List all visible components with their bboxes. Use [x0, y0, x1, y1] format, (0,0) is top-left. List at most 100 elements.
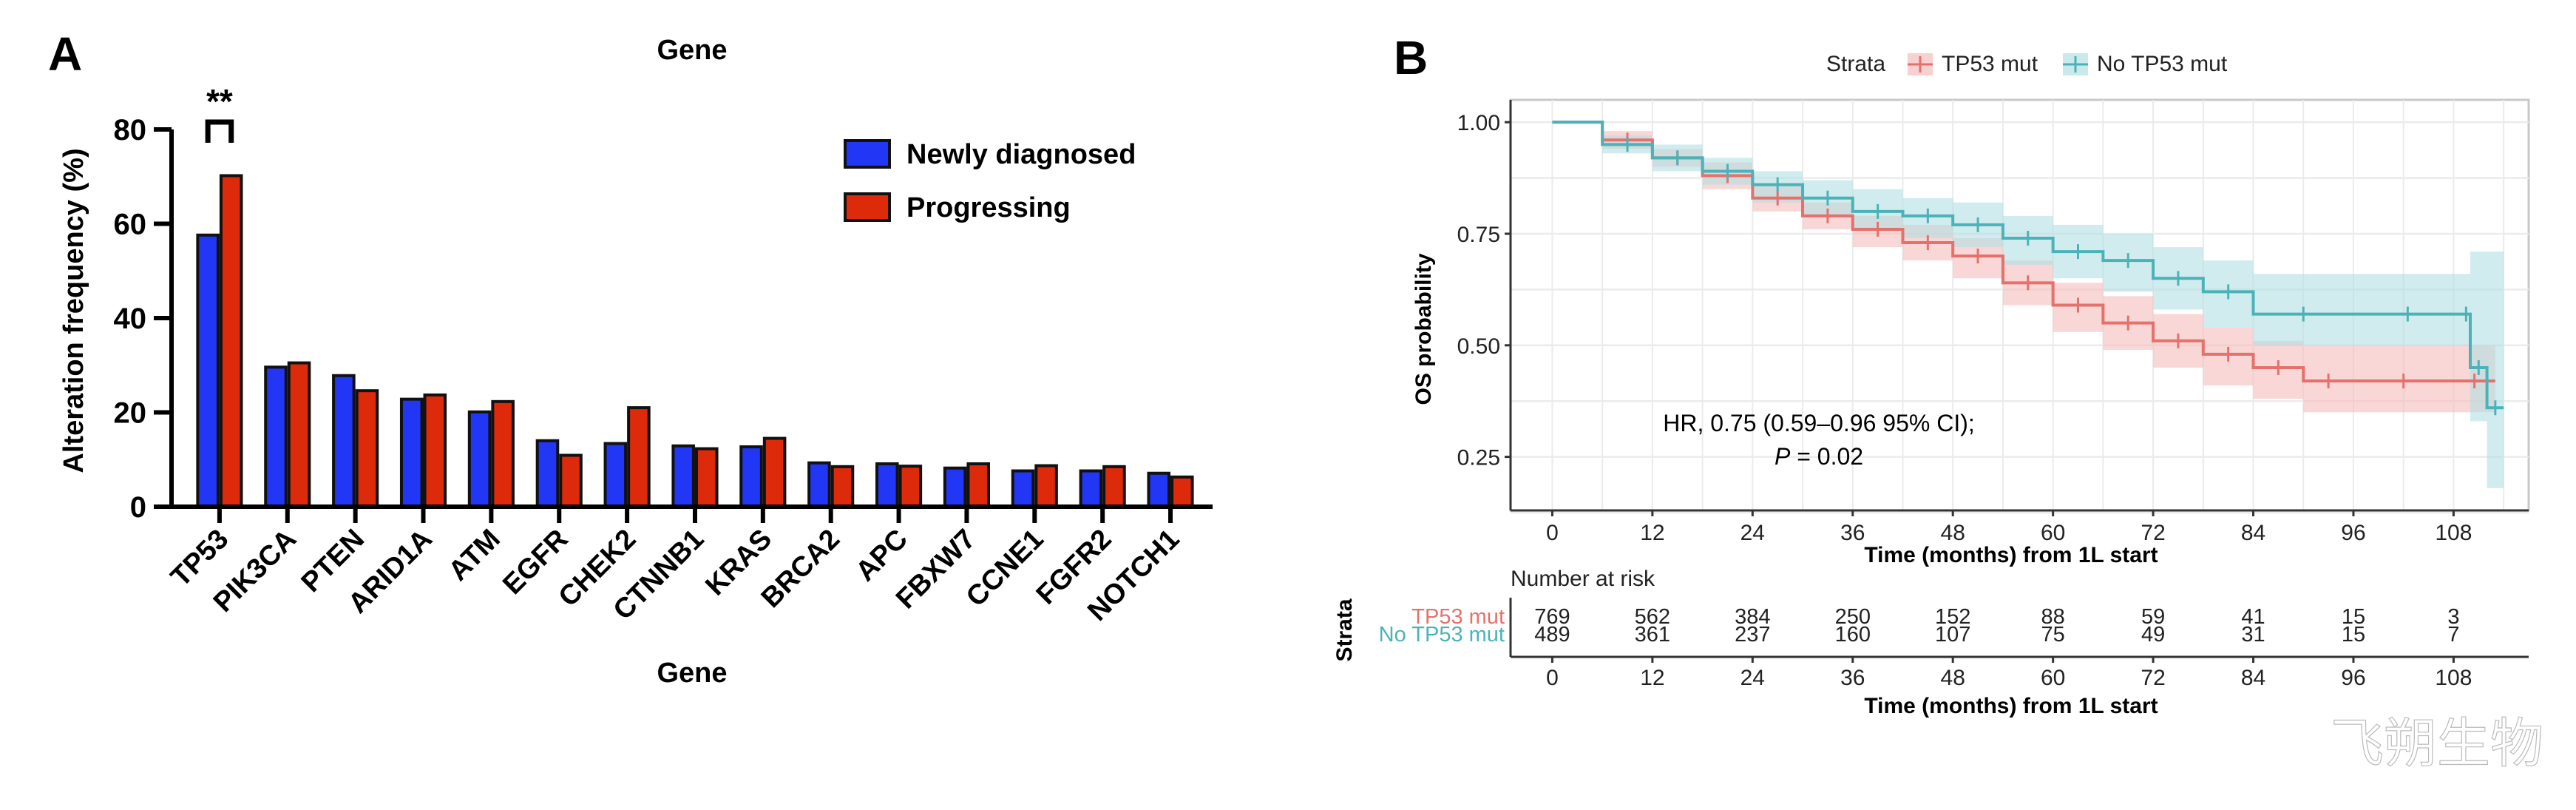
bar-newly-diagnosed [875, 462, 899, 508]
risk-count: 75 [2041, 623, 2065, 647]
bar-progressing [491, 399, 515, 509]
panel-b: B Strata TP53 mut No TP53 mut 0.250.500.75… [1332, 31, 2530, 718]
bar-newly-diagnosed [196, 233, 220, 508]
bar-newly-diagnosed [264, 365, 288, 508]
legend-title-b: Strata [1826, 52, 1885, 76]
chart-a-title: Gene [657, 35, 727, 66]
risk-row-label: No TP53 mut [1379, 623, 1505, 647]
risk-count: 59 [2141, 605, 2165, 629]
p-value-annotation: P = 0.02 [1775, 443, 1863, 470]
bar-progressing [423, 393, 447, 508]
bar-progressing [966, 462, 991, 508]
bar-progressing [1034, 464, 1058, 508]
risk-count: 250 [1835, 605, 1871, 629]
y-tick-label-a: 0 [130, 491, 146, 524]
p-value: = 0.02 [1790, 443, 1863, 470]
risk-count: 237 [1735, 623, 1770, 647]
y-tick-label-b: 0.75 [1457, 223, 1500, 247]
bars-a [196, 174, 1194, 509]
bar-newly-diagnosed [1147, 471, 1171, 508]
survival-curve-no-tp53-mut [1552, 121, 2504, 410]
y-tick-label-a: 40 [114, 303, 147, 335]
x-tick-label-b: 12 [1640, 521, 1664, 545]
risk-count: 361 [1635, 623, 1670, 647]
bar-progressing [898, 465, 923, 508]
risk-x-tick-label: 36 [1840, 666, 1865, 690]
x-axis-label-b: Time (months) from 1L start [1864, 543, 2158, 567]
y-tick-label-b: 0.25 [1457, 446, 1500, 470]
bar-progressing [627, 406, 651, 508]
bar-progressing [1170, 475, 1194, 509]
risk-count: 7 [2447, 623, 2459, 647]
legend-label-b: No TP53 mut [2097, 52, 2228, 76]
risk-count: 88 [2041, 605, 2065, 629]
legend-swatch-a [844, 139, 891, 169]
risk-table-title: Number at risk [1511, 567, 1655, 591]
x-tick-label-b: 60 [2041, 521, 2065, 545]
significance-bracket [205, 119, 234, 143]
legend-label-b: TP53 mut [1942, 52, 2038, 76]
risk-x-tick-label: 24 [1741, 666, 1765, 690]
x-tick-label-b: 48 [1941, 521, 1965, 545]
risk-count: 3 [2447, 605, 2459, 629]
bar-progressing [355, 389, 379, 508]
x-axis-label-a: Gene [657, 658, 727, 689]
risk-x-tick-label: 48 [1941, 666, 1965, 690]
x-tick-label-b: 36 [1840, 521, 1865, 545]
y-tick-label-b: 1.00 [1457, 111, 1500, 135]
p-label: P [1775, 443, 1791, 470]
bar-newly-diagnosed [807, 461, 831, 509]
x-tick-label-b: 72 [2141, 521, 2165, 545]
legend-b: Strata TP53 mut No TP53 mut [1826, 52, 2228, 76]
bar-newly-diagnosed [535, 439, 560, 508]
legend-label-a: Progressing [906, 192, 1071, 223]
bar-progressing [1102, 465, 1126, 508]
risk-x-tick-label: 0 [1546, 666, 1559, 690]
bar-newly-diagnosed [1011, 469, 1035, 508]
bar-newly-diagnosed [671, 444, 695, 509]
x-tick-label-b: 24 [1741, 521, 1765, 545]
risk-count: 562 [1635, 605, 1670, 629]
bar-newly-diagnosed [943, 466, 967, 508]
hazard-ratio-annotation: HR, 0.75 (0.59–0.96 95% CI); [1663, 410, 1975, 436]
risk-x-tick-label: 12 [1640, 666, 1664, 690]
risk-x-tick-label: 72 [2141, 666, 2165, 690]
bar-progressing [287, 361, 311, 508]
bar-progressing [219, 174, 243, 508]
bar-progressing [762, 436, 787, 508]
y-tick-label-b: 0.50 [1457, 334, 1500, 359]
risk-count: 489 [1534, 623, 1570, 647]
significance-annotation: ** [205, 82, 234, 143]
y-axis-label-a: Alteration frequency (%) [58, 148, 89, 473]
x-tick-label-b: 84 [2241, 521, 2265, 545]
bar-newly-diagnosed [399, 397, 424, 509]
bar-progressing [559, 453, 583, 509]
ci-band-no-tp53-mut [1552, 122, 2504, 488]
bar-newly-diagnosed [739, 445, 763, 508]
x-tick-label-b: 108 [2435, 521, 2472, 545]
x-tick-label-a: CCNE1 [960, 524, 1050, 613]
risk-count: 107 [1935, 623, 1970, 647]
bar-newly-diagnosed [603, 442, 628, 509]
risk-row-label: TP53 mut [1411, 605, 1505, 629]
risk-y-axis-label: Strata [1332, 598, 1357, 661]
km-plot: 0.25 0.50 0.75 1.00 0 12 24 36 48 60 72 84 96 108 [1457, 98, 2530, 545]
risk-count: 15 [2342, 605, 2365, 629]
panel-label-b: B [1394, 31, 1428, 84]
risk-count: 15 [2342, 623, 2365, 647]
bar-progressing [694, 447, 719, 509]
bar-newly-diagnosed [1079, 469, 1103, 508]
risk-count: 41 [2241, 605, 2265, 629]
risk-count: 152 [1935, 605, 1970, 629]
y-axis-label-b: OS probability [1411, 253, 1436, 405]
x-tick-label-b: 96 [2341, 521, 2365, 545]
risk-x-tick-label: 108 [2435, 666, 2472, 690]
y-tick-label-a: 60 [114, 209, 147, 241]
y-tick-label-a: 20 [114, 397, 147, 430]
bar-newly-diagnosed [332, 374, 356, 508]
risk-x-axis-label: Time (months) from 1L start [1864, 694, 2158, 718]
x-tick-label-a: ATM [443, 524, 506, 587]
